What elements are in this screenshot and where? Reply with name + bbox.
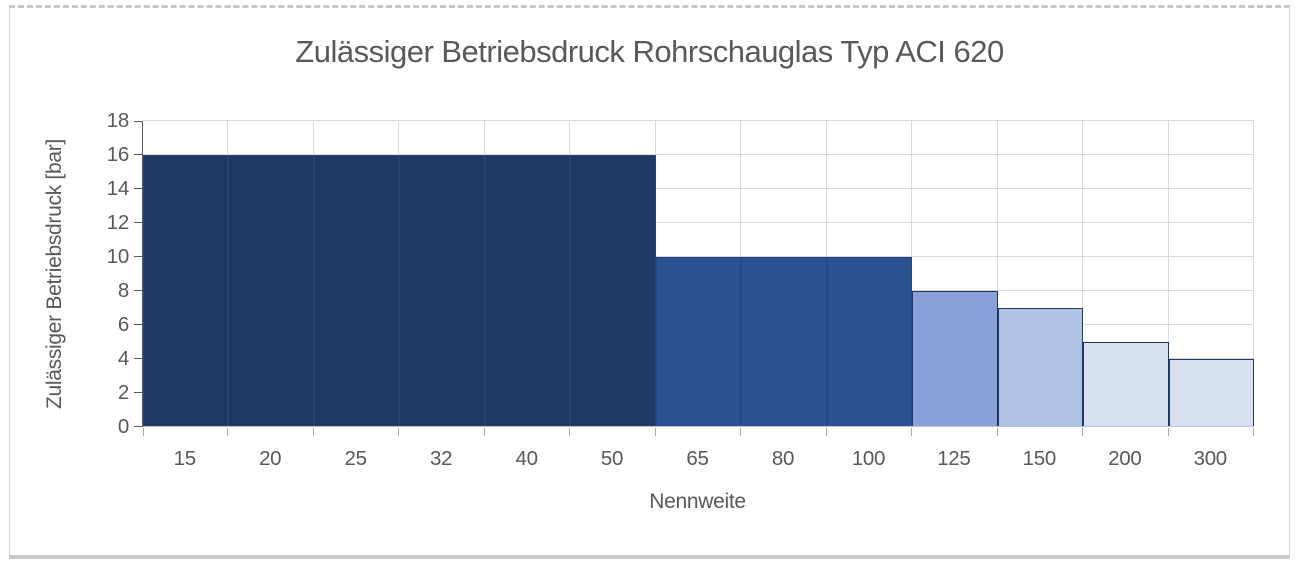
x-axis-tick (911, 428, 913, 436)
x-axis-tick (825, 428, 827, 436)
x-axis-tick (398, 428, 400, 436)
y-tick-label: 10 (106, 245, 130, 268)
bar-125 (912, 291, 998, 427)
bar-cell (741, 121, 827, 427)
h-gridline (143, 222, 1254, 223)
x-tick-label: 25 (344, 447, 368, 470)
bar-cell (484, 121, 571, 427)
bar-cell (570, 121, 656, 427)
x-axis-title: Nennweite (649, 490, 746, 513)
x-tick-label: 100 (851, 447, 886, 470)
x-axis-tick (996, 428, 998, 436)
x-axis-tick (483, 428, 485, 436)
y-axis-tick (134, 324, 142, 325)
x-tick-label: 80 (771, 447, 795, 470)
x-tick-label: 32 (430, 447, 453, 470)
x-tick-label: 20 (259, 447, 282, 470)
bar-80 (741, 257, 827, 427)
bar-cell (912, 121, 998, 427)
bar-15 (143, 155, 229, 427)
y-axis-tick (134, 392, 142, 393)
bar-100 (826, 257, 913, 427)
bar-cell (399, 121, 485, 427)
y-axis-tick (134, 290, 142, 291)
x-tick-label: 50 (600, 447, 624, 470)
bar-cell (143, 121, 229, 427)
y-axis-tick (134, 256, 142, 257)
bar-25 (313, 155, 400, 427)
y-tick-label: 18 (106, 109, 130, 132)
x-axis-tick (1253, 428, 1254, 436)
bar-300 (1168, 359, 1254, 427)
x-axis-tick (227, 428, 229, 436)
h-gridline (143, 154, 1254, 155)
x-tick-label: 150 (1022, 447, 1057, 470)
x-axis-tick (312, 428, 314, 436)
v-gridline (1253, 121, 1254, 427)
y-axis-tick (134, 358, 142, 359)
y-axis-tick (134, 188, 142, 189)
bar-200 (1083, 342, 1169, 427)
x-axis-tick (740, 428, 742, 436)
y-tick-label: 6 (117, 313, 129, 336)
x-tick-label: 15 (173, 447, 197, 470)
plot-area (134, 120, 1254, 436)
x-tick-label: 200 (1108, 447, 1142, 470)
y-tick-label: 16 (106, 143, 130, 166)
x-axis-tick (569, 428, 571, 436)
v-gridline (1082, 121, 1084, 427)
x-axis-tick (1167, 428, 1169, 436)
y-tick-label: 0 (117, 415, 129, 438)
v-gridline (1167, 121, 1169, 427)
x-axis-tick (1082, 428, 1084, 436)
bar-65 (655, 257, 742, 427)
x-tick-label: 65 (686, 447, 709, 470)
bar-40 (484, 155, 571, 427)
y-tick-label: 4 (117, 347, 129, 370)
y-axis-tick (134, 154, 142, 155)
x-axis-line (143, 426, 1254, 427)
x-tick-label: 125 (937, 447, 971, 470)
y-tick-label: 14 (106, 177, 130, 200)
v-gridline (996, 121, 998, 427)
bar-32 (399, 155, 485, 427)
x-tick-label: 40 (515, 447, 538, 470)
h-gridline (143, 120, 1254, 121)
y-tick-label: 8 (117, 279, 129, 302)
bar-cell (997, 121, 1084, 427)
chart-frame: Zulässiger Betriebsdruck Rohrschauglas T… (9, 5, 1290, 559)
x-axis-tick (143, 428, 144, 436)
y-axis-tick (134, 426, 142, 427)
bar-150 (997, 308, 1084, 427)
bar-cell (313, 121, 400, 427)
y-tick-label: 12 (106, 211, 130, 234)
bar-50 (570, 155, 656, 427)
bar-cell (228, 121, 314, 427)
chart-title: Zulässiger Betriebsdruck Rohrschauglas T… (295, 34, 1004, 69)
bar-cell (1168, 121, 1254, 427)
bar-cell (826, 121, 913, 427)
bar-cell (655, 121, 742, 427)
bar-20 (228, 155, 314, 427)
bar-cell (1083, 121, 1169, 427)
y-tick-label: 2 (117, 381, 129, 404)
h-gridline (143, 188, 1254, 189)
y-axis-tick (134, 121, 142, 122)
x-axis-tick (654, 428, 656, 436)
h-gridline (143, 256, 1254, 257)
x-tick-label: 300 (1193, 447, 1228, 470)
y-axis-tick (134, 222, 142, 223)
